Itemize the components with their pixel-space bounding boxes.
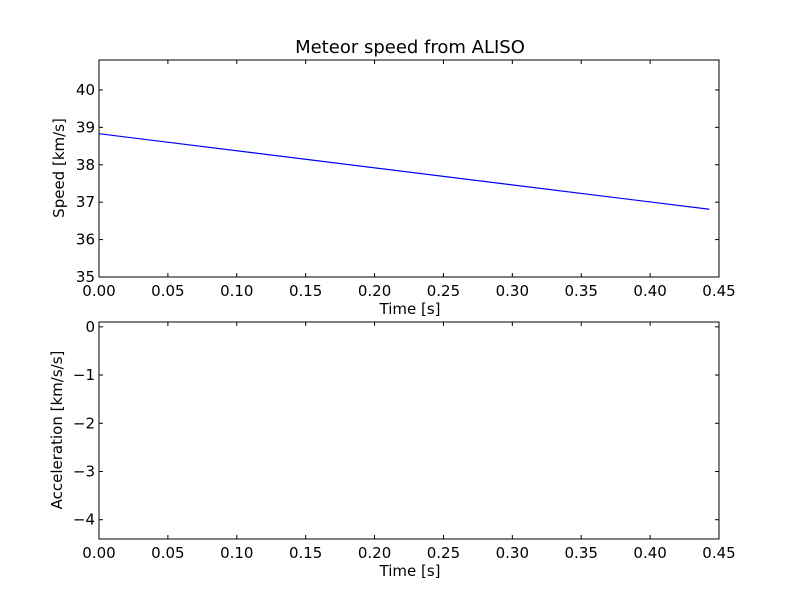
acceleration-ticks: 0.00 0.05 0.10 0.15 0.20 0.25 0.30 0.35 0.40 0.45…	[73, 318, 736, 562]
acceleration-y-tick-label: −3	[73, 462, 95, 480]
speed-x-tick-label: 0.20	[358, 282, 391, 300]
acceleration-y-axis-label: Acceleration [km/s/s]	[48, 351, 66, 510]
acceleration-x-tick-label: 0.45	[702, 544, 735, 562]
acceleration-x-tick-label: 0.30	[496, 544, 529, 562]
acceleration-y-tick-label: 0	[85, 318, 95, 336]
speed-plot-frame	[98, 59, 720, 278]
chart-title: Meteor speed from ALISO	[295, 37, 525, 58]
speed-y-tick-label: 39	[76, 118, 95, 136]
speed-x-tick-label: 0.40	[633, 282, 666, 300]
speed-y-tick-label: 40	[76, 81, 95, 99]
speed-chart: Meteor speed from ALISO 0.00 0.05 0.10 0.15…	[50, 37, 736, 318]
speed-x-tick-label: 0.00	[82, 282, 115, 300]
acceleration-x-tick-label: 0.40	[633, 544, 666, 562]
acceleration-x-tick-label: 0.10	[220, 544, 253, 562]
speed-y-tick-label: 36	[76, 231, 95, 249]
speed-y-tick-label: 37	[76, 193, 95, 211]
speed-ticks: 0.00 0.05 0.10 0.15 0.20 0.25 0.30 0.35 0.40 0.45…	[76, 60, 736, 300]
speed-x-tick-label: 0.15	[289, 282, 322, 300]
speed-x-axis-label: Time [s]	[379, 300, 441, 318]
acceleration-y-tick-label: −1	[73, 366, 95, 384]
acceleration-x-tick-label: 0.35	[565, 544, 598, 562]
acceleration-chart: 0.00 0.05 0.10 0.15 0.20 0.25 0.30 0.35 0.40 0.45…	[48, 318, 736, 580]
acceleration-y-tick-label: −2	[73, 414, 95, 432]
acceleration-y-tick-label: −4	[73, 511, 95, 529]
speed-series	[98, 133, 710, 210]
speed-x-tick-label: 0.35	[565, 282, 598, 300]
speed-series-line	[98, 133, 710, 210]
acceleration-x-tick-label: 0.15	[289, 544, 322, 562]
speed-y-tick-label: 38	[76, 156, 95, 174]
acceleration-plot-frame	[98, 321, 720, 540]
acceleration-x-tick-label: 0.00	[82, 544, 115, 562]
acceleration-x-tick-label: 0.20	[358, 544, 391, 562]
acceleration-x-tick-label: 0.25	[427, 544, 460, 562]
speed-x-tick-label: 0.30	[496, 282, 529, 300]
acceleration-x-axis-label: Time [s]	[379, 562, 441, 580]
speed-x-tick-label: 0.25	[427, 282, 460, 300]
acceleration-x-tick-label: 0.05	[151, 544, 184, 562]
speed-x-tick-label: 0.05	[151, 282, 184, 300]
speed-x-tick-label: 0.45	[702, 282, 735, 300]
speed-x-tick-label: 0.10	[220, 282, 253, 300]
speed-y-axis-label: Speed [km/s]	[50, 118, 68, 218]
speed-y-tick-label: 35	[76, 268, 95, 286]
